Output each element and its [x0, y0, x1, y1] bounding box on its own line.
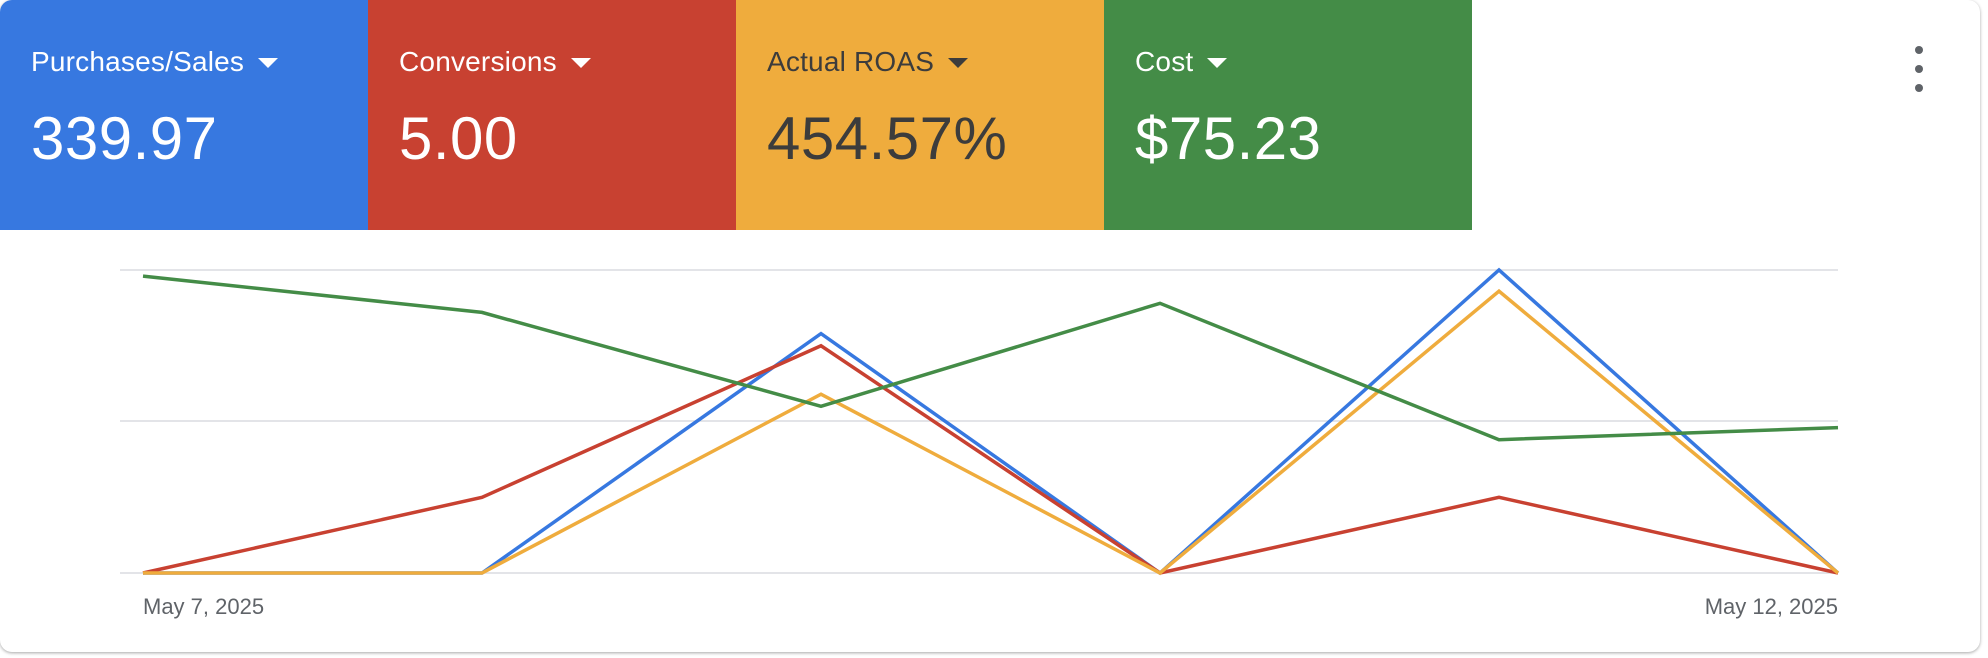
x-label-start: May 7, 2025 [143, 594, 264, 619]
series-line-3 [142, 274, 1839, 442]
x-label-end: May 12, 2025 [1705, 594, 1838, 619]
tile-conversions[interactable]: Conversions 5.00 [368, 0, 736, 230]
tile-value: $75.23 [1135, 105, 1322, 172]
tile-value: 339.97 [31, 105, 218, 172]
caret-down-icon[interactable] [258, 58, 279, 68]
more-vert-icon[interactable] [1906, 46, 1932, 92]
caret-down-icon[interactable] [570, 58, 591, 68]
series-line-2 [143, 288, 1840, 576]
tile-value: 454.57% [767, 105, 1008, 172]
tile-actual-roas[interactable]: Actual ROAS 454.57% [736, 0, 1104, 230]
tile-purchases-sales[interactable]: Purchases/Sales 339.97 [0, 0, 368, 230]
tile-label: Purchases/Sales [31, 46, 245, 77]
tile-value: 5.00 [399, 105, 518, 172]
series-line-1 [142, 343, 1839, 575]
tile-label: Cost [1135, 46, 1194, 77]
series-layer [142, 267, 1840, 576]
line-chart: May 7, 2025 May 12, 2025 [120, 267, 1840, 619]
tile-label: Conversions [399, 46, 557, 77]
tile-cost[interactable]: Cost $75.23 [1104, 0, 1472, 230]
tile-label: Actual ROAS [767, 46, 935, 77]
metric-tiles: Purchases/Sales 339.97 Conversions 5.00 … [0, 0, 1472, 230]
caret-down-icon[interactable] [948, 58, 969, 68]
caret-down-icon[interactable] [1207, 58, 1228, 68]
